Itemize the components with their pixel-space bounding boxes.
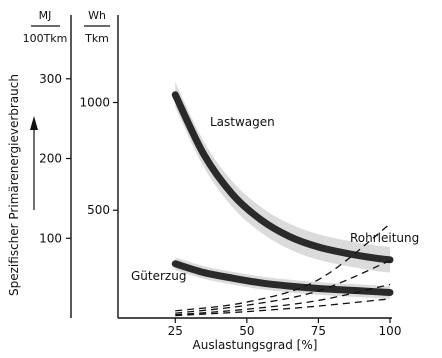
series-line-lastwagen (171, 91, 394, 264)
series-line-rohrleitung-4 (175, 298, 391, 317)
y-axis-arrow-head (30, 116, 38, 130)
series-line-rohrleitung-2 (175, 259, 391, 314)
series-line-rohrleitung-1 (175, 223, 391, 312)
series-line-g-terzug (171, 260, 394, 296)
series-line-rohrleitung-3 (175, 283, 391, 316)
x-tick-label-50: 50 (239, 324, 254, 338)
x-tick-label-75: 75 (311, 324, 326, 338)
x-axis-title: Auslastungsgrad [%] (193, 338, 318, 352)
y-axis-title: Spezifischer Primärenergieverbrauch (7, 74, 21, 296)
series-label-rohrleitung: Rohrleitung (350, 231, 419, 245)
right-unit-numerator: Wh (88, 9, 106, 22)
y-mj-tick-label-200: 200 (39, 152, 62, 166)
x-tick-label-100: 100 (379, 324, 402, 338)
y-mj-tick-label-100: 100 (39, 231, 62, 245)
right-unit-denominator: Tkm (84, 32, 109, 45)
x-tick-label-25: 25 (168, 324, 183, 338)
left-unit-denominator: 100Tkm (23, 32, 68, 45)
y-wh-tick-label-500: 500 (87, 203, 110, 217)
series-label-lastwagen: Lastwagen (210, 115, 275, 129)
chart-dynamic-layer: 25 50 75 100 100 200 300 500 1000 Lastwagen Güterz… (39, 72, 419, 338)
left-unit-numerator: MJ (39, 9, 52, 22)
y-mj-tick-label-300: 300 (39, 72, 62, 86)
series-label-g-terzug: Güterzug (131, 269, 186, 283)
y-wh-tick-label-1000: 1000 (79, 95, 110, 109)
